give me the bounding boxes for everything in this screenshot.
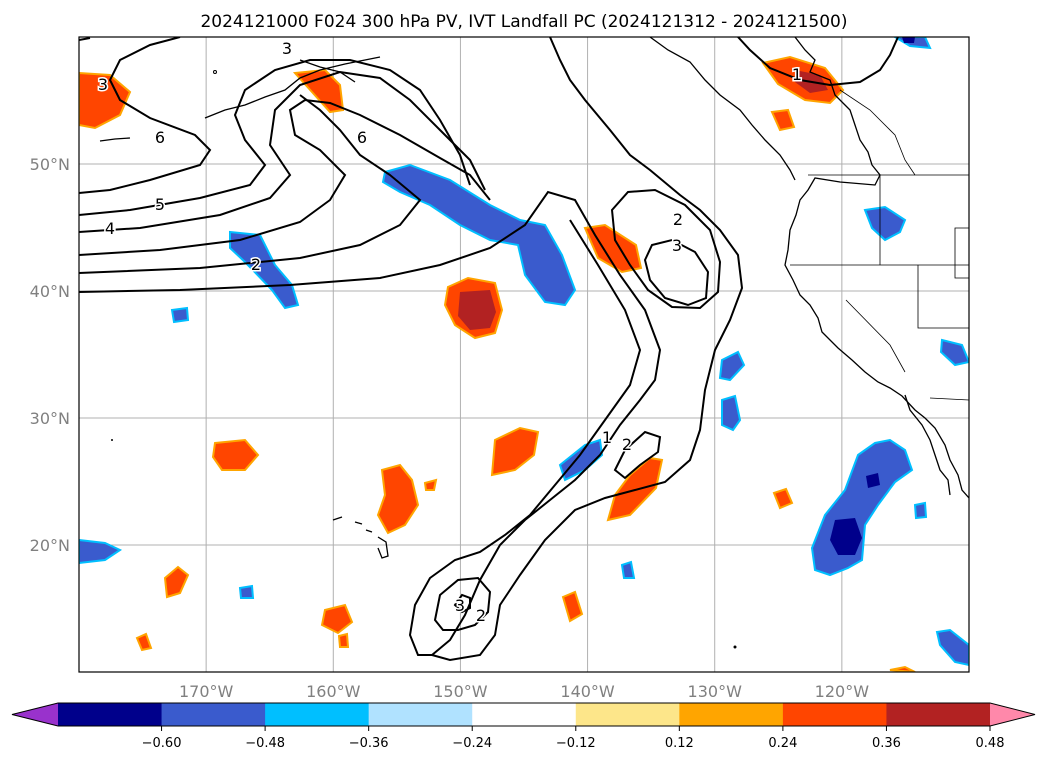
- ivt-contours: [79, 37, 899, 662]
- contour-labels: 3 3 6 6 5 4 2 2 3 1 2 3 2 1: [96, 38, 803, 627]
- colorbar-segment: [58, 703, 163, 726]
- colorbar-tick-label: −0.60: [142, 736, 182, 751]
- pv-negative-region: [229, 230, 300, 310]
- colorbar-tick-label: 0.36: [872, 736, 901, 751]
- colorbar-segment: [886, 703, 991, 726]
- latitude-tick-label: 30°N: [30, 409, 70, 428]
- latitude-tick-label: 20°N: [30, 536, 70, 555]
- pv-positive-region: [889, 665, 916, 672]
- contour-label: 3: [455, 596, 465, 615]
- pv-positive-region: [337, 632, 350, 648]
- pv-negative-region: [939, 338, 969, 367]
- latitude-tick-label: 50°N: [30, 155, 70, 174]
- colorbar-extend-min: [12, 703, 58, 726]
- map-title: 2024121000 F024 300 hPa PV, IVT Landfall…: [200, 12, 847, 32]
- pv-negative-region: [620, 560, 636, 579]
- contour-label: 5: [155, 195, 165, 214]
- pv-positive-region: [320, 603, 354, 635]
- pv-positive-region: [135, 632, 153, 652]
- contour-label: 3: [98, 75, 108, 94]
- colorbar-tick-label: 0.12: [665, 736, 694, 751]
- pv-negative-region: [79, 538, 123, 565]
- longitude-tick-label: 160°W: [306, 682, 361, 701]
- colorbar-tick-label: 0.24: [768, 736, 797, 751]
- colorbar-tick-label: −0.24: [452, 736, 492, 751]
- contour-label: 3: [282, 39, 292, 58]
- pv-negative-region: [935, 628, 969, 667]
- map-frame: [78, 36, 970, 673]
- pv-positive-region: [561, 590, 584, 623]
- pv-positive-region: [163, 565, 190, 599]
- longitude-tick-label: 120°W: [815, 682, 870, 701]
- contour-label: 6: [155, 128, 165, 147]
- pv-positive-region: [490, 426, 540, 477]
- pv-negative-region: [863, 205, 907, 242]
- colorbar-segment: [782, 703, 887, 726]
- pv-negative-region: [913, 501, 928, 520]
- pv-negative-region: [718, 350, 746, 382]
- pv-negative-region: [721, 394, 742, 432]
- pv-negative-region: [170, 306, 190, 324]
- contour-label: 2: [476, 606, 486, 625]
- colorbar: −0.60 −0.48 −0.36 −0.24 −0.12 0.12 0.24 0.36 0.4…: [11, 702, 1036, 751]
- colorbar-segment: [161, 703, 266, 726]
- colorbar-tick-label: −0.48: [245, 736, 285, 751]
- pv-negative-core: [902, 37, 915, 43]
- pv-positive-region: [423, 478, 438, 491]
- longitude-tick-label: 170°W: [179, 682, 234, 701]
- colorbar-segment: [472, 703, 577, 726]
- pv-positive-region: [376, 463, 420, 535]
- contour-label: 2: [622, 435, 632, 454]
- map-content: 3 3 6 6 5 4 2 2 3 1 2 3 2 1: [79, 37, 969, 672]
- colorbar-segment: [265, 703, 370, 726]
- colorbar-tick-label: 0.48: [976, 736, 1005, 751]
- pv-shading: [79, 37, 969, 672]
- pv-negative-core: [830, 518, 862, 555]
- colorbar-extend-max: [990, 703, 1035, 726]
- contour-label: 3: [672, 236, 682, 255]
- latitude-tick-label: 40°N: [30, 282, 70, 301]
- contour-label: 2: [673, 210, 683, 229]
- pv-negative-region: [381, 163, 577, 307]
- colorbar-tick-label: −0.12: [556, 736, 596, 751]
- longitude-labels: 170°W 160°W 150°W 140°W 130°W 120°W: [179, 682, 869, 701]
- contour-label: 2: [251, 255, 261, 274]
- contour-label: 1: [792, 65, 802, 84]
- pv-negative-region: [558, 438, 604, 482]
- map-area: [79, 37, 969, 672]
- pv-positive-core: [458, 290, 496, 330]
- latitude-labels: 20°N 30°N 40°N 50°N: [30, 155, 70, 555]
- longitude-tick-label: 130°W: [688, 682, 743, 701]
- pv-negative-region: [238, 584, 255, 599]
- colorbar-segment: [679, 703, 784, 726]
- contour-label: 6: [357, 128, 367, 147]
- pv-positive-region: [79, 71, 132, 130]
- pv-negative-core: [866, 473, 880, 488]
- colorbar-outline: [11, 702, 1036, 727]
- colorbar-tick-label: −0.36: [349, 736, 389, 751]
- colorbar-segment: [575, 703, 680, 726]
- pv-positive-region: [211, 438, 260, 471]
- pv-positive-region: [292, 68, 345, 114]
- contour-label: 1: [602, 428, 612, 447]
- coastlines: [99, 37, 969, 649]
- pv-positive-region: [770, 108, 796, 132]
- contour-label: 4: [105, 219, 115, 238]
- longitude-tick-label: 140°W: [560, 682, 615, 701]
- longitude-tick-label: 150°W: [433, 682, 488, 701]
- colorbar-segment: [368, 703, 473, 726]
- pv-positive-region: [772, 487, 794, 510]
